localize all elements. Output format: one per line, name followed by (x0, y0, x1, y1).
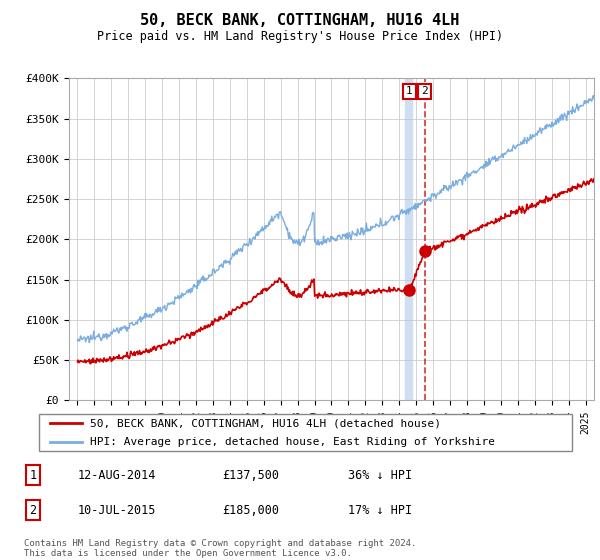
Text: HPI: Average price, detached house, East Riding of Yorkshire: HPI: Average price, detached house, East… (90, 437, 495, 446)
Text: 36% ↓ HPI: 36% ↓ HPI (348, 469, 412, 482)
Text: 50, BECK BANK, COTTINGHAM, HU16 4LH: 50, BECK BANK, COTTINGHAM, HU16 4LH (140, 13, 460, 29)
Text: 1: 1 (406, 86, 413, 96)
Text: 50, BECK BANK, COTTINGHAM, HU16 4LH (detached house): 50, BECK BANK, COTTINGHAM, HU16 4LH (det… (90, 418, 441, 428)
Text: 2: 2 (421, 86, 428, 96)
Text: £137,500: £137,500 (222, 469, 279, 482)
FancyBboxPatch shape (39, 414, 572, 451)
Text: 17% ↓ HPI: 17% ↓ HPI (348, 504, 412, 517)
Text: Contains HM Land Registry data © Crown copyright and database right 2024.
This d: Contains HM Land Registry data © Crown c… (24, 539, 416, 558)
Text: 2: 2 (29, 504, 37, 517)
Text: 12-AUG-2014: 12-AUG-2014 (78, 469, 157, 482)
Text: 1: 1 (29, 469, 37, 482)
Text: 10-JUL-2015: 10-JUL-2015 (78, 504, 157, 517)
Text: Price paid vs. HM Land Registry's House Price Index (HPI): Price paid vs. HM Land Registry's House … (97, 30, 503, 43)
Text: £185,000: £185,000 (222, 504, 279, 517)
